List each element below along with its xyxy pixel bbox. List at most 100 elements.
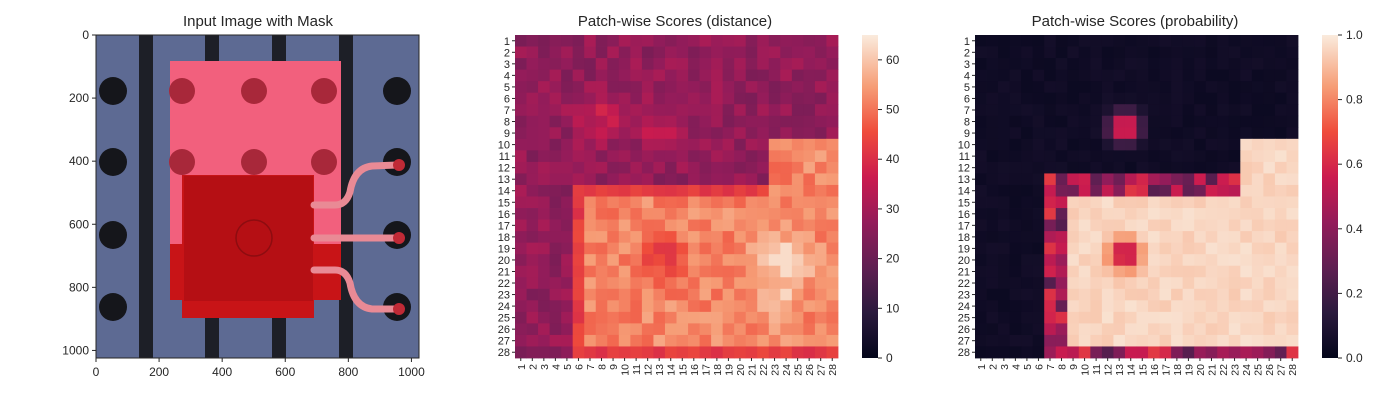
heatmap-cell [1148, 184, 1160, 197]
heatmap-cell [618, 219, 631, 232]
heatmap-cell [515, 208, 527, 220]
heatmap-cell [791, 69, 804, 82]
heatmap-cell [653, 196, 666, 209]
heatmap-cell [1090, 242, 1103, 255]
heatmap-cell [584, 173, 597, 186]
heatmap-cell [791, 288, 804, 301]
x-tick-label: 5 [562, 364, 574, 370]
heatmap-cell [1055, 161, 1068, 174]
heatmap-cell [1021, 242, 1034, 255]
heatmap-cell [526, 81, 539, 94]
heatmap-cell [1205, 311, 1218, 324]
heatmap-cell [1078, 254, 1091, 267]
heatmap-cell [1136, 104, 1149, 117]
heatmap-cell [1240, 161, 1253, 174]
heatmap-cell [664, 138, 677, 151]
heatmap-cell [1194, 138, 1207, 151]
heatmap-cell [1263, 242, 1276, 255]
heatmap-cell [711, 104, 724, 117]
heatmap-cell [791, 92, 804, 105]
heatmap-cell [549, 334, 562, 347]
heatmap-cell [1136, 231, 1149, 244]
heatmap-cell [526, 58, 539, 71]
input-image-title: Input Image with Mask [183, 13, 334, 30]
heatmap-cell [780, 254, 793, 267]
heatmap-cell [1124, 219, 1137, 232]
heatmap-cell [549, 115, 562, 128]
heatmap-cell [1171, 92, 1184, 105]
x-tick-label: 21 [1206, 364, 1218, 376]
heatmap-cell [1217, 92, 1230, 105]
heatmap-cell [1194, 46, 1207, 59]
heatmap-cell [1136, 288, 1149, 301]
heatmap-cell [515, 81, 527, 94]
heatmap-cell [607, 219, 620, 232]
heatmap-cell [1286, 115, 1299, 128]
heatmap-cell [734, 161, 747, 174]
heatmap-cell [1009, 115, 1022, 128]
heatmap-cell [1090, 323, 1103, 336]
heatmap-cell [757, 173, 770, 186]
heatmap-cell [1044, 46, 1057, 59]
heatmap-cell [526, 254, 539, 267]
heatmap-cell [1032, 104, 1045, 117]
heatmap-cell [1217, 346, 1230, 359]
heatmap-cell [791, 115, 804, 128]
heatmap-cell [561, 208, 574, 220]
lead-ends [393, 159, 405, 315]
x-tick-label: 24 [1241, 364, 1253, 376]
heatmap-cell [653, 346, 666, 359]
heatmap-cell [676, 265, 689, 278]
heatmap-cell [780, 196, 793, 209]
heatmap-cell [1009, 311, 1022, 324]
heatmap-cell [1148, 35, 1160, 47]
heatmap-cell [745, 288, 758, 301]
y-tick-label: 8 [964, 117, 970, 129]
heatmap-cell [1286, 311, 1299, 324]
heatmap-cell [584, 300, 597, 313]
heatmap-cell [688, 81, 700, 94]
y-tick-label: 14 [498, 186, 510, 198]
heatmap-cell [986, 242, 999, 255]
heatmap-cell [630, 104, 643, 117]
heatmap-cell [1090, 184, 1103, 197]
heatmap-cell [561, 46, 574, 59]
heatmap-cell [1263, 69, 1276, 82]
heatmap-cell [630, 161, 643, 174]
heatmap-cell [826, 161, 839, 174]
heatmap-cell [607, 46, 620, 59]
heatmap-cell [1009, 104, 1022, 117]
heatmap-cell [526, 184, 539, 197]
x-tick-label: 18 [1172, 364, 1184, 376]
heatmap-cell [1113, 81, 1126, 94]
heatmap-cell [1101, 346, 1114, 359]
heatmap-cell [1078, 161, 1091, 174]
heatmap-cell [1228, 277, 1241, 290]
heatmap-cell [986, 127, 999, 140]
heatmap-cell [549, 58, 562, 71]
heatmap-cell [1217, 242, 1230, 255]
component-leads [310, 161, 401, 313]
heatmap-cell [688, 219, 700, 232]
heatmap-cell [676, 184, 689, 197]
heatmap-cell [1055, 150, 1068, 163]
heatmap-cell [618, 346, 631, 359]
heatmap-cell [1055, 81, 1068, 94]
heatmap-cell [1217, 104, 1230, 117]
heatmap-cell [1194, 161, 1207, 174]
heatmap-cell [1148, 242, 1160, 255]
heatmap-cell [1021, 208, 1034, 220]
heatmap-cell [676, 242, 689, 255]
heatmap-cell [641, 138, 654, 151]
heatmap-cell [1113, 92, 1126, 105]
heatmap-cell [1032, 219, 1045, 232]
heatmap-cell [549, 69, 562, 82]
heatmap-cell [1171, 288, 1184, 301]
heatmap-cell [595, 311, 608, 324]
heatmap-cell [676, 173, 689, 186]
heatmap-cell [1044, 300, 1057, 313]
heatmap-cell [1240, 58, 1253, 71]
heatmap-cell [630, 58, 643, 71]
